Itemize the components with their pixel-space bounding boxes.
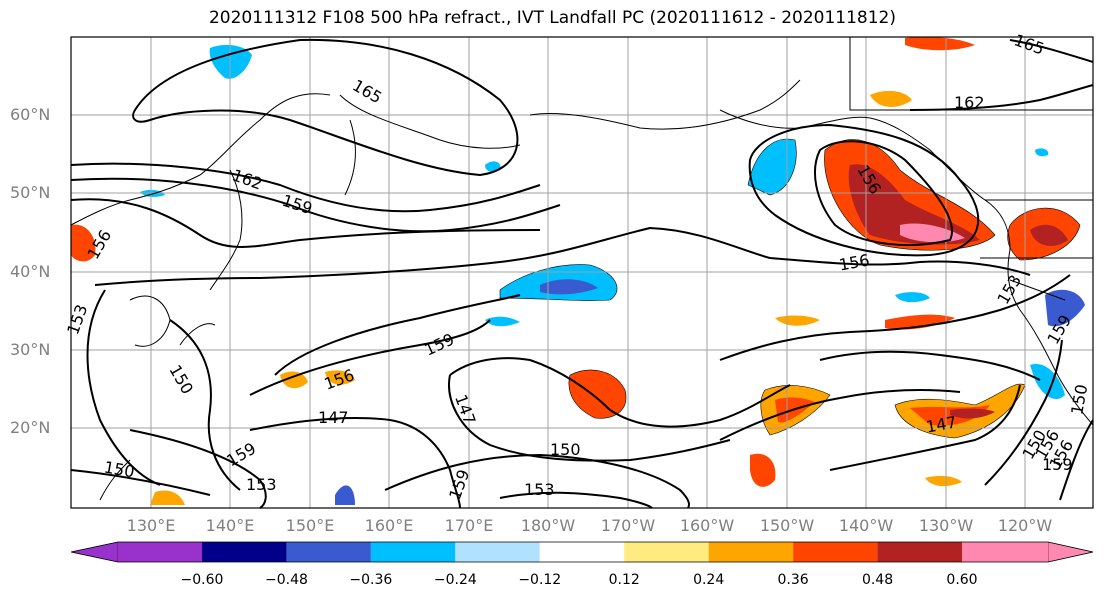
colorbar-outline: [70, 541, 1094, 563]
lat-label: 50°N: [10, 183, 51, 202]
colorbar-tick-label: −0.36: [349, 572, 393, 588]
lon-label: 140°E: [205, 516, 255, 535]
lon-label: 140°W: [838, 516, 894, 535]
lon-label: 170°E: [444, 516, 494, 535]
lon-label: 180°W: [520, 516, 576, 535]
colorbar-segment: [286, 542, 371, 562]
colorbar-tick-label: −0.24: [433, 572, 477, 588]
colorbar-tick-label: −0.60: [180, 572, 224, 588]
lon-label: 160°W: [679, 516, 735, 535]
contour-label: 153: [246, 475, 277, 494]
colorbar-tick-label: 0.36: [777, 572, 809, 588]
lon-label: 120°W: [997, 516, 1053, 535]
colorbar-right-extend: [1047, 541, 1094, 563]
lat-label: 60°N: [10, 105, 51, 124]
lon-label: 130°W: [918, 516, 974, 535]
lon-label: 170°W: [600, 516, 656, 535]
lon-label: 150°E: [285, 516, 335, 535]
lon-label: 160°E: [364, 516, 414, 535]
colorbar-tick-label: 0.12: [608, 572, 640, 588]
colorbar-segment: [118, 542, 202, 562]
colorbar-segment: [202, 542, 287, 562]
lon-label: 130°E: [126, 516, 176, 535]
colorbar-segment: [370, 542, 456, 562]
colorbar: [70, 541, 1094, 563]
colorbar-segment: [793, 542, 878, 562]
contour-label: 150: [550, 440, 581, 459]
colorbar-tick-label: 0.60: [946, 572, 978, 588]
lat-label: 30°N: [10, 340, 51, 359]
colorbar-tick-label: 0.48: [861, 572, 894, 588]
colorbar-segment: [539, 542, 625, 562]
colorbar-segment: [455, 542, 540, 562]
lat-label: 40°N: [10, 262, 51, 281]
colorbar-segment: [877, 542, 962, 562]
lon-label: 150°W: [759, 516, 815, 535]
colorbar-segment: [962, 542, 1048, 562]
colorbar-tick-label: −0.12: [518, 572, 562, 588]
colorbar-left-extend: [70, 541, 119, 563]
contour-label: 147: [318, 408, 349, 427]
colorbar-tick-label: −0.48: [264, 572, 308, 588]
lat-label: 20°N: [10, 418, 51, 437]
colorbar-segment: [708, 542, 794, 562]
colorbar-tick-label: 0.24: [693, 572, 725, 588]
contour-label: 162: [954, 93, 985, 112]
colorbar-segment: [624, 542, 709, 562]
contour-label: 153: [524, 480, 555, 499]
map-title: 2020111312 F108 500 hPa refract., IVT La…: [208, 8, 896, 28]
